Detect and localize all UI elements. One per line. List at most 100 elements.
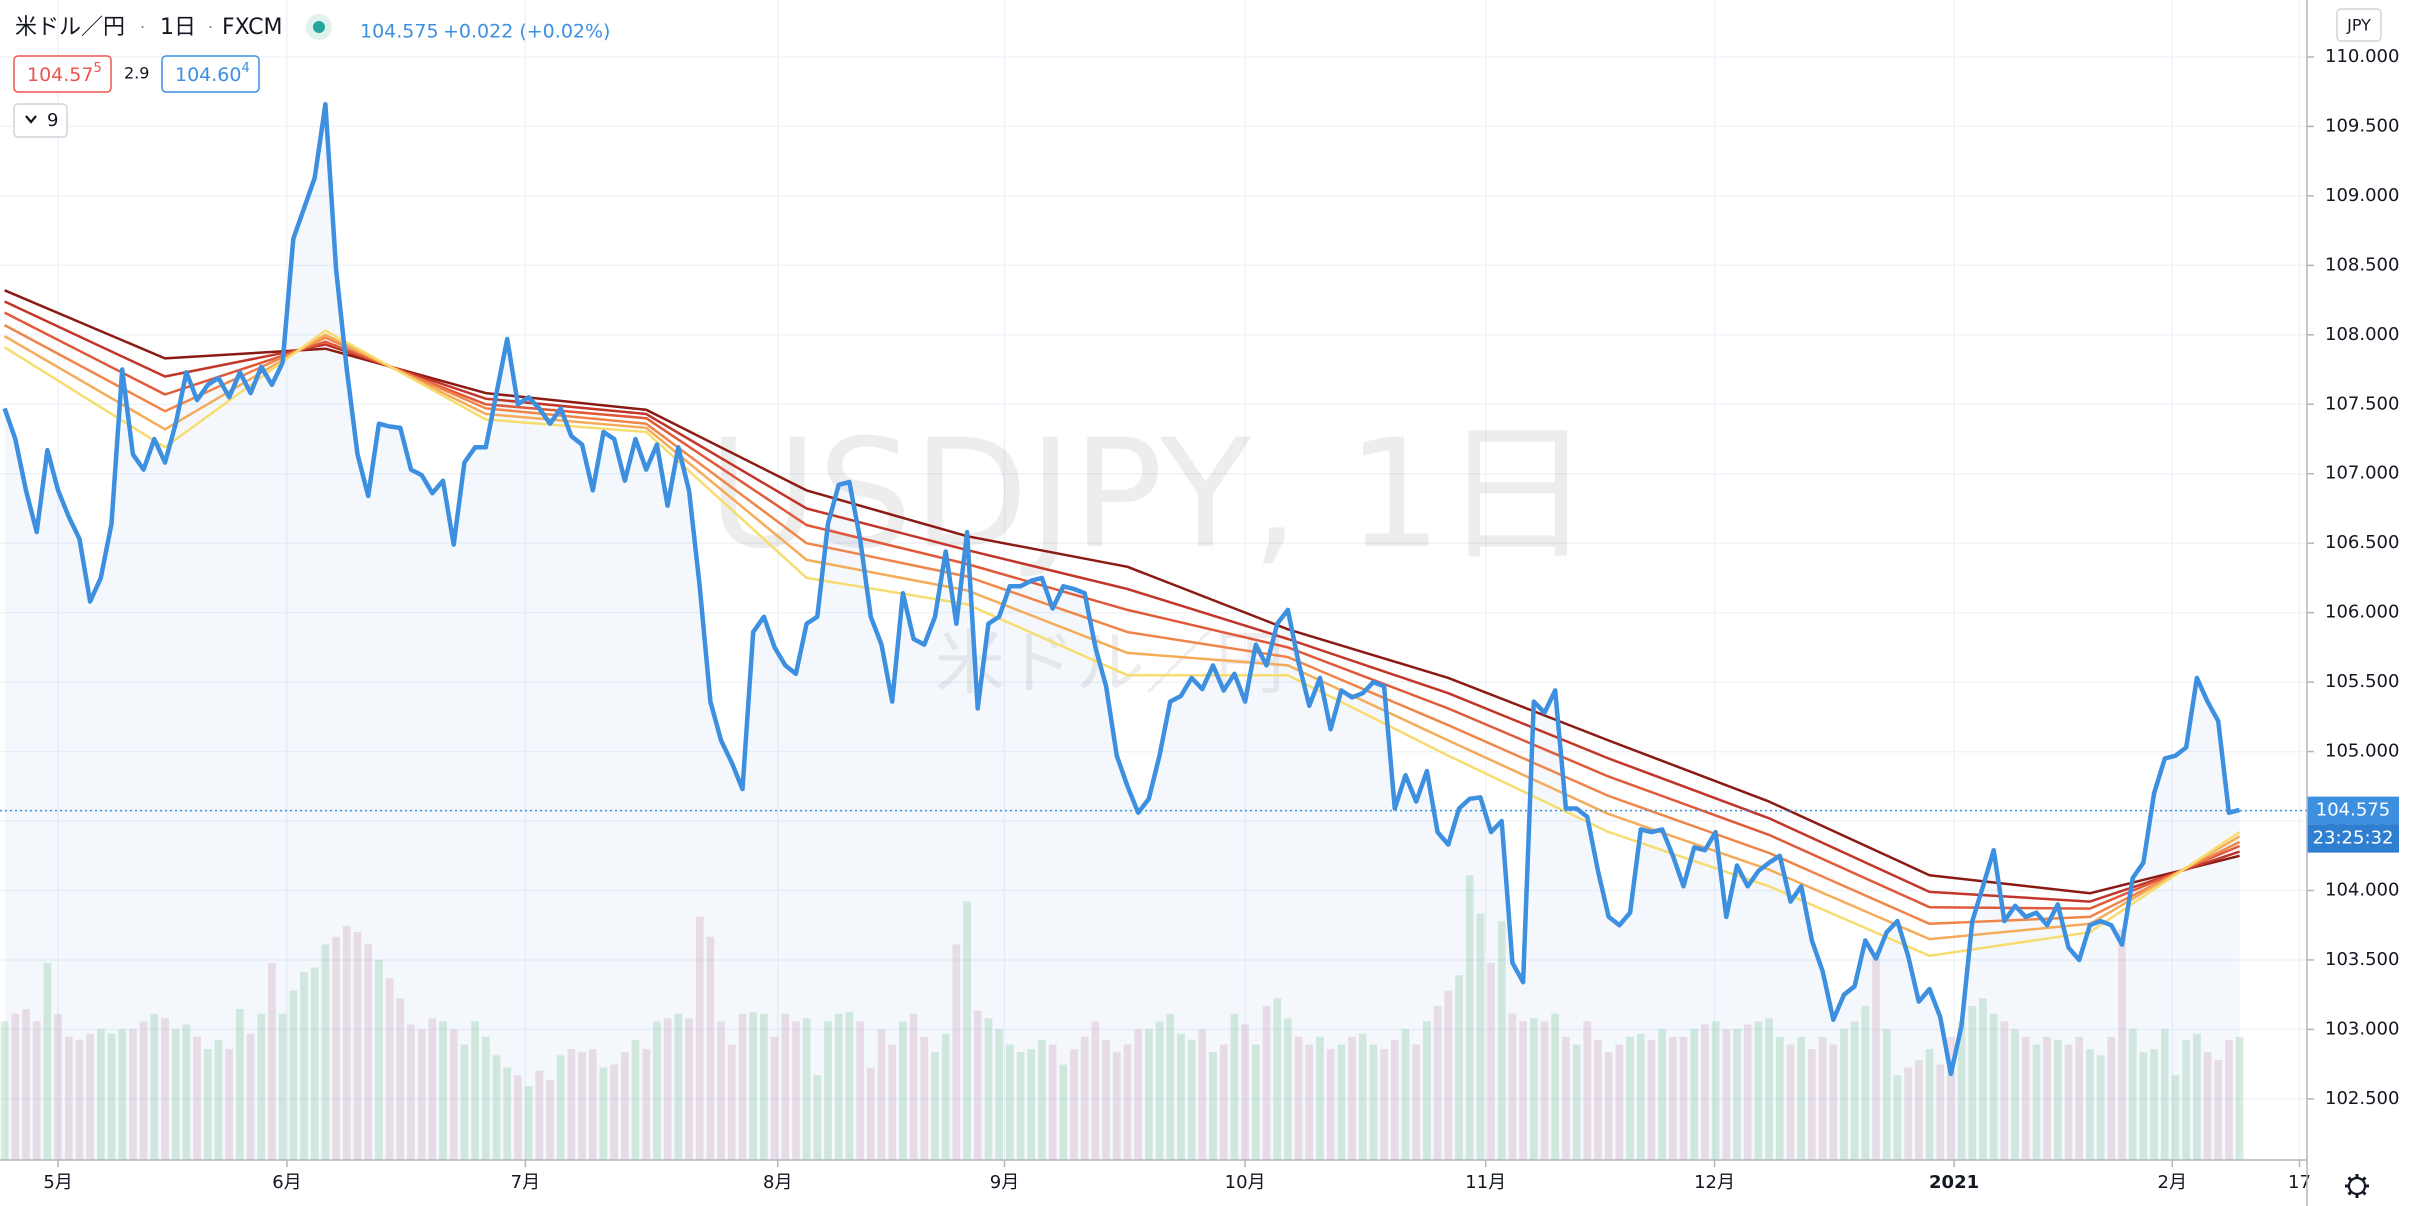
volume-bar	[492, 1055, 501, 1160]
gear-tooth	[2361, 1190, 2367, 1196]
volume-bar	[2193, 1033, 2201, 1160]
y-tick-label: 105.000	[2325, 741, 2399, 762]
volume-bar	[1390, 1039, 1399, 1160]
indicator-count: 9	[47, 110, 58, 131]
x-tick-label: 2021	[1929, 1172, 1979, 1193]
volume-bar	[22, 1009, 30, 1160]
volume-bar	[1444, 990, 1453, 1160]
volume-bar	[64, 1036, 73, 1160]
volume-bar	[1241, 1024, 1249, 1160]
source: FXCM	[222, 15, 282, 40]
volume-bar	[43, 962, 52, 1160]
currency-box[interactable]	[2336, 8, 2382, 42]
volume-bar	[1230, 1013, 1239, 1160]
volume-bar	[1134, 1029, 1143, 1160]
volume-bar	[738, 1013, 747, 1160]
volume-bar	[899, 1021, 907, 1160]
volume-bar	[770, 1036, 779, 1160]
volume-bar	[1626, 1036, 1634, 1160]
volume-bar	[2160, 1029, 2169, 1160]
x-tick-label: 2月	[2158, 1172, 2187, 1193]
ask-price: 104.604	[175, 61, 250, 86]
gear-tooth	[2361, 1176, 2367, 1182]
volume-bar	[1562, 1036, 1570, 1160]
volume-bar	[2021, 1036, 2030, 1160]
volume-bar	[1551, 1013, 1560, 1160]
volume-bar	[1038, 1039, 1046, 1160]
volume-bar	[203, 1049, 212, 1160]
volume-bar	[428, 1018, 437, 1160]
x-tick-label: 11月	[1465, 1172, 1506, 1193]
volume-bar	[2214, 1059, 2223, 1160]
volume-bar	[1840, 1029, 1848, 1160]
volume-bar	[920, 1036, 929, 1160]
y-tick-label: 103.500	[2325, 949, 2399, 970]
volume-bar	[396, 998, 405, 1160]
volume-bar	[653, 1021, 661, 1160]
volume-bar	[813, 1075, 822, 1160]
volume-bar	[1059, 1064, 1068, 1160]
volume-bar	[578, 1052, 586, 1160]
volume-bar	[449, 1029, 458, 1160]
volume-bar	[107, 1033, 116, 1160]
bid-box[interactable]	[13, 55, 112, 93]
volume-bar	[1604, 1052, 1613, 1160]
volume-bar	[1914, 1059, 1923, 1160]
volume-bar	[1369, 1044, 1378, 1160]
volume-bar	[706, 936, 715, 1160]
volume-bar	[2086, 1049, 2094, 1160]
y-tick-label: 108.500	[2325, 254, 2399, 275]
y-tick-label: 106.500	[2325, 532, 2399, 553]
currency: JPY	[2346, 16, 2371, 35]
volume-bar	[1989, 1013, 1998, 1160]
volume-bar	[973, 1010, 982, 1160]
volume-bar	[546, 1079, 554, 1160]
ask-box[interactable]	[161, 55, 260, 93]
x-tick-label: 5月	[43, 1172, 72, 1193]
volume-bar	[1829, 1044, 1838, 1160]
y-tick-label: 107.000	[2325, 463, 2399, 484]
y-tick-label: 106.000	[2325, 602, 2399, 623]
volume-bar	[888, 1044, 897, 1160]
volume-bar	[792, 1021, 800, 1160]
volume-bar	[129, 1029, 137, 1160]
volume-bar	[2000, 1021, 2009, 1160]
volume-bar	[1861, 1006, 1870, 1160]
volume-bar	[385, 978, 394, 1160]
volume-bar	[1572, 1044, 1581, 1160]
volume-bar	[118, 1029, 127, 1160]
volume-bar	[2075, 1036, 2084, 1160]
interval: 1日	[160, 15, 196, 40]
volume-bar	[1070, 1049, 1078, 1160]
volume-bar	[1850, 1021, 1859, 1160]
spread: 2.9	[124, 64, 149, 83]
volume-bar	[1144, 1029, 1153, 1160]
volume-bar	[1968, 1006, 1977, 1160]
volume-bar	[236, 1009, 244, 1160]
volume-bar	[1733, 1029, 1741, 1160]
volume-bar	[1005, 1044, 1014, 1160]
volume-bar	[567, 1049, 576, 1160]
countdown-label: 23:25:32	[2313, 828, 2394, 849]
volume-bar	[1818, 1036, 1827, 1160]
volume-bar	[995, 1029, 1003, 1160]
volume-bar	[1947, 1036, 1955, 1160]
indicator-toggle[interactable]	[13, 103, 68, 138]
volume-bar	[246, 1033, 255, 1160]
volume-bar	[353, 932, 362, 1160]
volume-bar	[599, 1067, 608, 1160]
volume-bar	[695, 916, 704, 1160]
volume-bar	[588, 1049, 597, 1160]
volume-bar	[963, 901, 971, 1160]
volume-bar	[1262, 1006, 1271, 1160]
volume-bar	[1091, 1021, 1100, 1160]
volume-bar	[2096, 1055, 2105, 1160]
quote: 104.575	[360, 21, 439, 43]
settings-button[interactable]	[2345, 1174, 2369, 1198]
volume-bar	[332, 936, 340, 1160]
volume-bar	[1711, 1021, 1720, 1160]
volume-bar	[1882, 1029, 1891, 1160]
volume-bar	[2139, 1052, 2148, 1160]
volume-bar	[161, 1018, 169, 1160]
